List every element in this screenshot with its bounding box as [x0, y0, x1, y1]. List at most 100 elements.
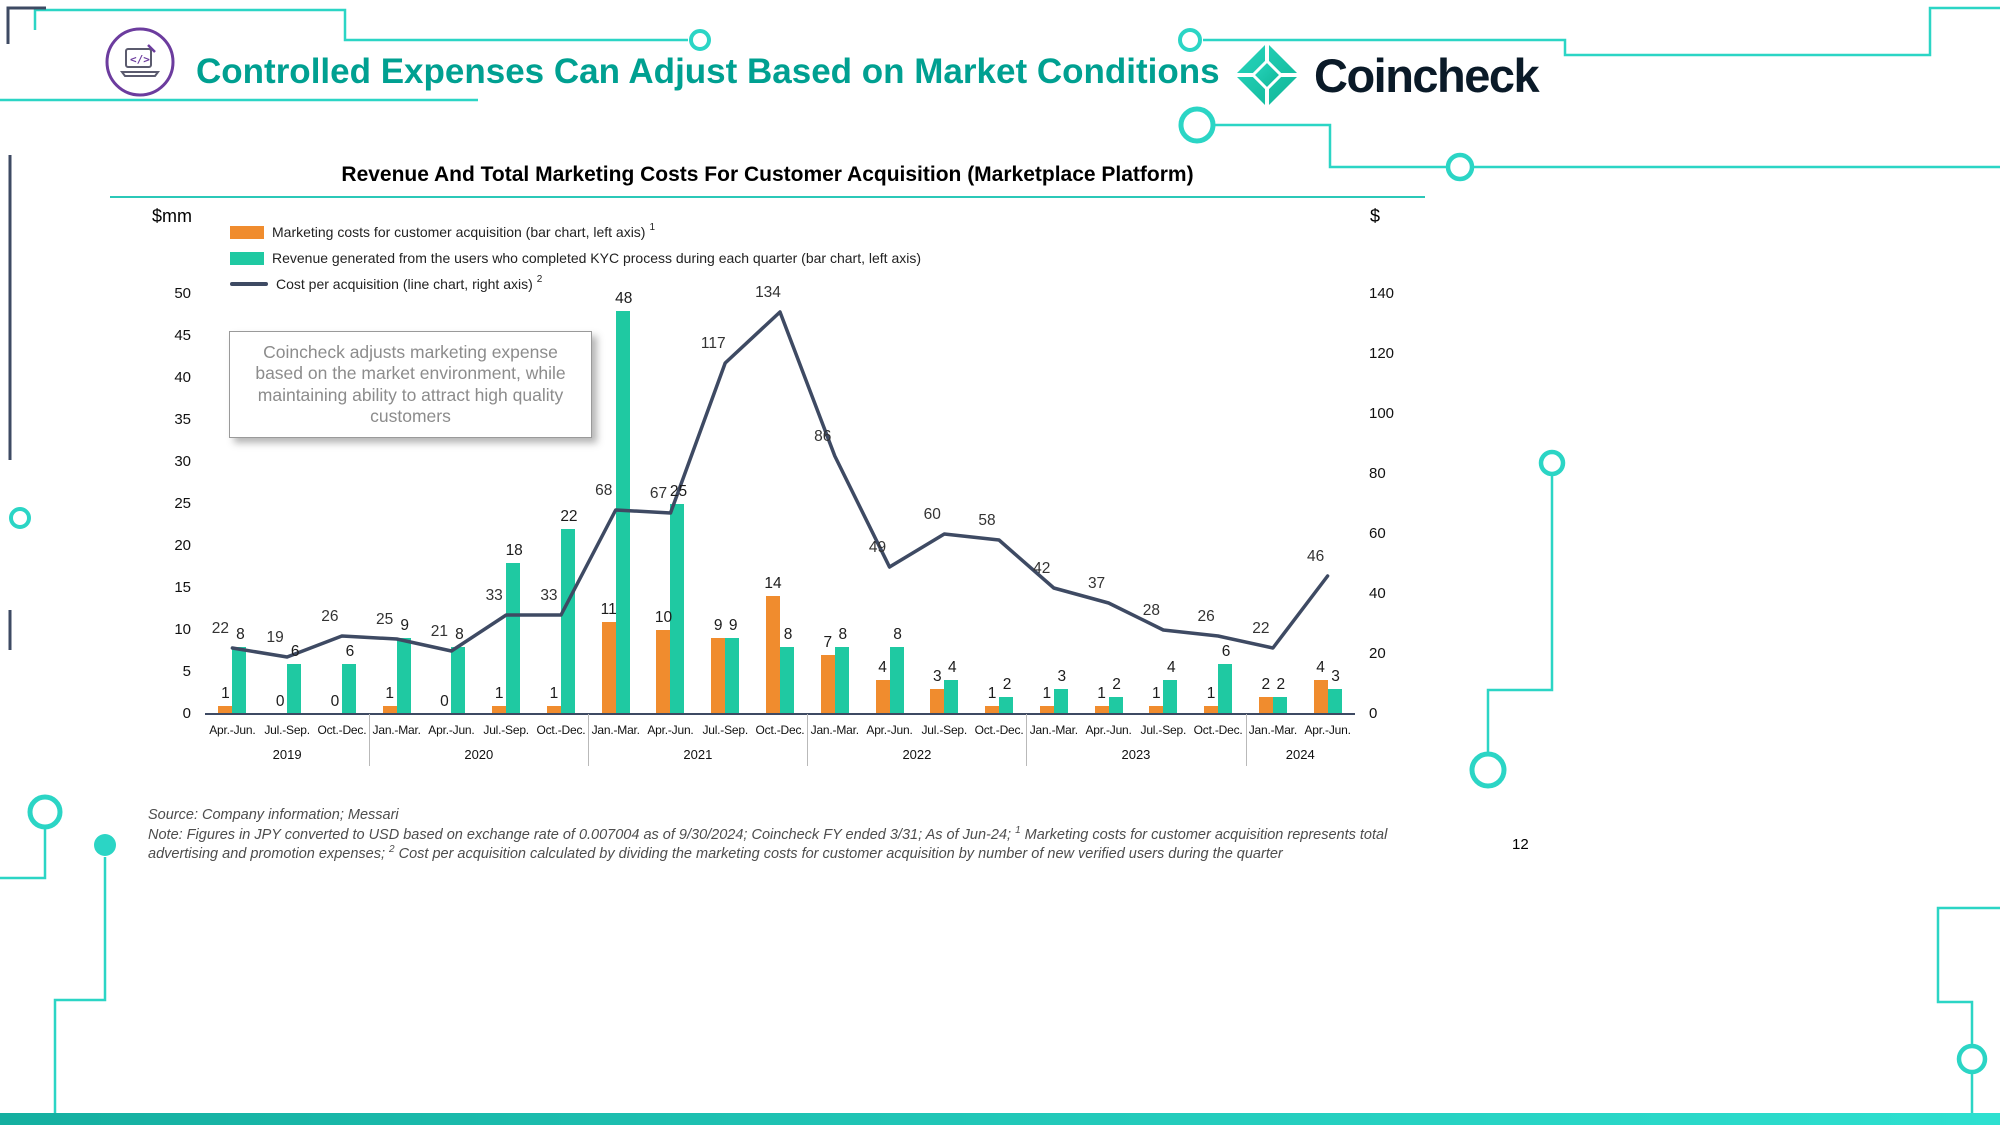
marketing-cost-value: 7 — [823, 634, 833, 652]
bar-swatch-icon — [230, 225, 264, 239]
legend-label: Cost per acquisition (line chart, right … — [276, 276, 533, 292]
marketing-cost-bar — [492, 705, 507, 714]
cpa-value: 37 — [1087, 575, 1106, 592]
x-axis-label: Oct.-Dec. — [755, 723, 805, 737]
revenue-value: 22 — [560, 508, 578, 526]
cpa-value: 46 — [1306, 548, 1325, 565]
cpa-value: 134 — [755, 284, 781, 301]
marketing-cost-value: 1 — [1206, 684, 1216, 702]
legend-item: Cost per acquisition (line chart, right … — [230, 271, 921, 297]
marketing-cost-bar — [1204, 705, 1219, 714]
left-axis-tick: 35 — [174, 411, 191, 428]
cpa-value: 28 — [1142, 602, 1160, 619]
marketing-cost-bar — [218, 705, 233, 714]
marketing-cost-value: 1 — [385, 684, 394, 702]
year-label: 2021 — [683, 747, 713, 762]
footnotes: Source: Company information; Messari Not… — [148, 806, 1403, 863]
cpa-value: 60 — [923, 506, 941, 523]
revenue-value: 9 — [400, 617, 409, 635]
x-axis-label: Apr.-Jun. — [1304, 723, 1351, 737]
revenue-bar — [506, 562, 521, 714]
revenue-bar — [1053, 688, 1068, 714]
right-axis-tick: 80 — [1369, 465, 1386, 482]
bar-swatch-icon — [230, 251, 264, 265]
x-axis-label: Oct.-Dec. — [1193, 723, 1243, 737]
laptop-code-icon: </> — [104, 26, 176, 103]
marketing-cost-bar — [382, 705, 397, 714]
x-axis-label: Apr.-Jun. — [428, 723, 475, 737]
year-label: 2023 — [1121, 747, 1151, 762]
x-axis-label: Apr.-Jun. — [1085, 723, 1132, 737]
marketing-cost-value: 1 — [1042, 684, 1052, 702]
revenue-bar — [834, 646, 849, 714]
revenue-value: 18 — [505, 541, 523, 559]
year-label: 2020 — [464, 747, 494, 762]
note-text: Note: Figures in JPY converted to USD ba… — [148, 826, 1016, 843]
legend-label: Marketing costs for customer acquisition… — [272, 224, 646, 240]
revenue-bar — [1163, 680, 1178, 714]
cpa-value: 68 — [595, 482, 613, 499]
revenue-value: 3 — [1057, 667, 1067, 685]
cpa-value: 67 — [649, 485, 668, 502]
cpa-value: 26 — [321, 608, 339, 625]
cpa-value: 33 — [540, 587, 558, 604]
coincheck-diamond-icon — [1235, 43, 1299, 107]
revenue-value: 2 — [1276, 676, 1286, 694]
chart-title-underline — [110, 196, 1425, 198]
revenue-value: 2 — [1002, 676, 1012, 694]
marketing-cost-value: 0 — [440, 693, 449, 710]
marketing-cost-bar — [930, 688, 945, 714]
right-axis-unit: $ — [1370, 206, 1381, 226]
revenue-value: 48 — [615, 289, 633, 307]
cpa-value: 58 — [978, 512, 996, 529]
right-axis-tick: 40 — [1369, 585, 1386, 602]
year-separator — [1026, 714, 1028, 766]
bottom-bar — [0, 1113, 2000, 1125]
cpa-value: 21 — [430, 623, 449, 640]
revenue-value: 6 — [290, 642, 300, 660]
cpa-value: 22 — [1252, 620, 1270, 637]
marketing-cost-value: 2 — [1261, 676, 1271, 694]
x-axis-label: Apr.-Jun. — [209, 723, 256, 737]
revenue-bar — [780, 646, 794, 714]
x-axis-label: Jul.-Sep. — [921, 723, 968, 737]
revenue-value: 4 — [1167, 659, 1176, 677]
revenue-value: 6 — [1221, 642, 1231, 660]
marketing-cost-bar — [711, 638, 726, 714]
left-axis-tick: 15 — [174, 579, 191, 596]
marketing-cost-bar — [1313, 680, 1328, 714]
revenue-value: 8 — [893, 625, 902, 643]
source-line: Source: Company information; Messari — [148, 807, 399, 823]
revenue-value: 8 — [455, 625, 464, 643]
right-axis-tick: 100 — [1369, 405, 1395, 422]
x-axis-label: Oct.-Dec. — [536, 723, 586, 737]
year-label: 2019 — [272, 747, 302, 762]
circuit-lines-navy — [6, 6, 46, 650]
left-axis-tick: 40 — [174, 369, 191, 386]
marketing-cost-value: 0 — [330, 693, 340, 710]
marketing-cost-bar — [546, 705, 561, 714]
year-label: 2022 — [902, 747, 932, 762]
right-axis-tick: 60 — [1369, 525, 1386, 542]
marketing-cost-bar — [875, 680, 890, 714]
revenue-value: 8 — [838, 625, 848, 643]
legend-superscript: 1 — [649, 221, 656, 233]
right-axis-tick: 120 — [1369, 345, 1395, 362]
marketing-cost-value: 14 — [764, 575, 782, 593]
x-axis-label: Jul.-Sep. — [702, 723, 748, 737]
year-label: 2024 — [1285, 747, 1315, 762]
left-axis-tick: 0 — [182, 705, 191, 722]
svg-text:</>: </> — [130, 53, 150, 66]
revenue-bar — [396, 638, 411, 714]
x-axis-label: Jan.-Mar. — [372, 723, 421, 737]
marketing-cost-bar — [985, 705, 1000, 714]
left-axis-tick: 10 — [174, 621, 191, 638]
cpa-value: 33 — [485, 587, 503, 604]
note-text: Marketing costs for customer acquisition… — [148, 826, 1388, 862]
revenue-value: 9 — [728, 617, 738, 635]
marketing-cost-bar — [656, 630, 671, 714]
left-axis-tick: 50 — [174, 285, 191, 302]
left-axis-unit: $mm — [152, 206, 192, 226]
legend-item: Revenue generated from the users who com… — [230, 245, 921, 271]
